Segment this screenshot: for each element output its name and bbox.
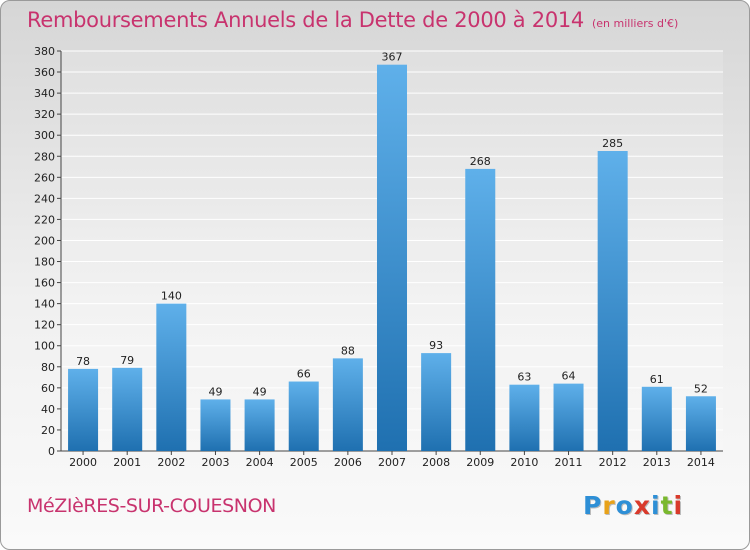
y-tick-label: 340: [34, 87, 55, 100]
bar: [332, 358, 363, 451]
x-tick-label: 2002: [157, 456, 185, 469]
x-tick-label: 2011: [555, 456, 583, 469]
bar-value-label: 88: [341, 344, 355, 357]
bar-value-label: 66: [297, 368, 311, 381]
bar: [553, 383, 584, 451]
y-tick-label: 100: [34, 340, 55, 353]
bar-value-label: 64: [562, 370, 576, 383]
bar-value-label: 49: [253, 385, 267, 398]
bar: [376, 64, 408, 452]
x-tick-label: 2004: [246, 456, 274, 469]
y-tick-label: 380: [34, 45, 55, 58]
x-tick-label: 2006: [334, 456, 362, 469]
logo-letter: o: [615, 491, 634, 520]
logo-letter: t: [660, 491, 674, 520]
bar: [68, 368, 99, 451]
x-tick-label: 2010: [510, 456, 538, 469]
bar-value-label: 285: [602, 137, 623, 150]
y-tick-label: 40: [41, 403, 55, 416]
x-tick-label: 2000: [69, 456, 97, 469]
y-tick-label: 320: [34, 108, 55, 121]
bar-value-label: 93: [429, 339, 443, 352]
x-tick-label: 2013: [643, 456, 671, 469]
x-tick-label: 2007: [378, 456, 406, 469]
x-tick-label: 2003: [201, 456, 229, 469]
x-tick-label: 2009: [466, 456, 494, 469]
bar-value-label: 268: [470, 155, 491, 168]
y-tick-label: 220: [34, 213, 55, 226]
y-tick-label: 360: [34, 66, 55, 79]
bar: [597, 151, 628, 451]
bar: [685, 396, 716, 451]
chart-unit: (en milliers d'€): [592, 17, 679, 30]
bar: [156, 303, 187, 451]
bar-value-label: 52: [694, 382, 708, 395]
bar-value-label: 63: [517, 371, 531, 384]
bar: [509, 384, 540, 451]
commune-name: MéZIèRES-SUR-COUESNON: [27, 495, 276, 517]
y-tick-label: 140: [34, 298, 55, 311]
y-tick-label: 200: [34, 234, 55, 247]
x-tick-label: 2005: [290, 456, 318, 469]
chart-title-text: Remboursements Annuels de la Dette de 20…: [27, 8, 584, 32]
bar-value-label: 78: [76, 355, 90, 368]
y-tick-label: 160: [34, 277, 55, 290]
x-tick-label: 2012: [599, 456, 627, 469]
y-tick-label: 180: [34, 256, 55, 269]
bar-value-label: 61: [650, 373, 664, 386]
y-tick-label: 0: [48, 445, 55, 458]
y-tick-label: 280: [34, 150, 55, 163]
logo-letter: P: [583, 491, 603, 520]
bar-value-label: 49: [208, 385, 222, 398]
bar-value-label: 79: [120, 354, 134, 367]
bar-value-label: 367: [382, 51, 403, 64]
x-tick-label: 2008: [422, 456, 450, 469]
y-tick-label: 20: [41, 424, 55, 437]
chart-title: Remboursements Annuels de la Dette de 20…: [27, 8, 678, 32]
y-tick-label: 80: [41, 361, 55, 374]
y-tick-label: 260: [34, 171, 55, 184]
bar: [112, 367, 143, 451]
logo-letter: i: [673, 491, 684, 520]
y-tick-label: 120: [34, 319, 55, 332]
y-tick-label: 60: [41, 382, 55, 395]
proxiti-logo: Proxiti: [583, 491, 683, 520]
bar: [200, 399, 231, 451]
bar: [244, 399, 275, 451]
bar-value-label: 140: [161, 290, 182, 303]
bar: [641, 386, 672, 451]
y-tick-label: 300: [34, 129, 55, 142]
bar: [288, 381, 319, 451]
logo-letter: x: [633, 491, 651, 520]
x-tick-label: 2014: [687, 456, 715, 469]
x-tick-label: 2001: [113, 456, 141, 469]
logo-letter: i: [651, 491, 661, 520]
bar: [465, 168, 496, 452]
y-tick-label: 240: [34, 192, 55, 205]
bar: [421, 353, 452, 451]
logo-letter: r: [602, 491, 616, 520]
